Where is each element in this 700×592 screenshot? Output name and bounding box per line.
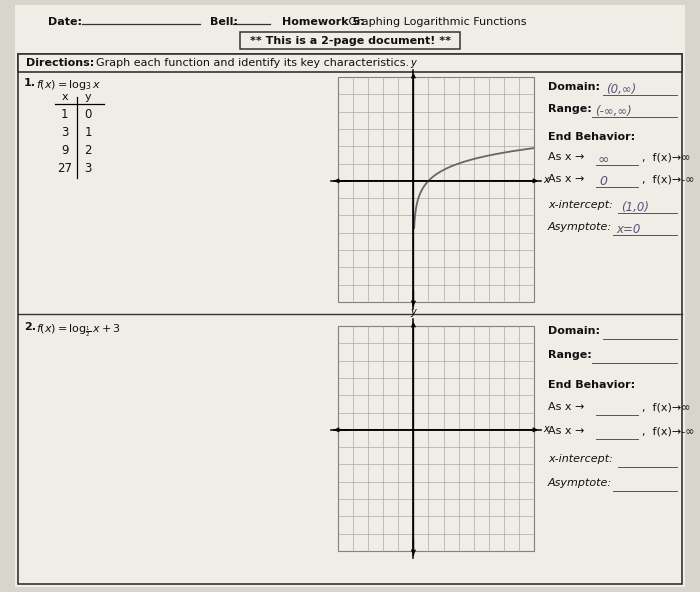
Text: y: y [85, 92, 91, 102]
FancyBboxPatch shape [18, 54, 682, 584]
Text: $f(x) = \log_3 x$: $f(x) = \log_3 x$ [36, 78, 102, 92]
Text: Asymptote:: Asymptote: [548, 222, 612, 232]
Text: 3: 3 [84, 162, 92, 175]
Text: 1: 1 [84, 127, 92, 140]
Text: ** This is a 2-page document! **: ** This is a 2-page document! ** [249, 36, 451, 46]
Text: Asymptote:: Asymptote: [548, 478, 612, 488]
Text: As x →: As x → [548, 174, 584, 184]
Text: 27: 27 [57, 162, 72, 175]
Text: As x →: As x → [548, 152, 584, 162]
Text: Homework 5:: Homework 5: [282, 17, 365, 27]
Text: Range:: Range: [548, 350, 592, 360]
Text: x: x [543, 175, 549, 185]
Text: x: x [543, 424, 549, 434]
Text: x-intercept:: x-intercept: [548, 454, 613, 464]
Text: 2.: 2. [24, 322, 36, 332]
Text: 0: 0 [599, 175, 607, 188]
Text: Domain:: Domain: [548, 82, 600, 92]
Text: y: y [410, 307, 416, 317]
Text: $f(x) = \log_{\frac{1}{2}} x + 3$: $f(x) = \log_{\frac{1}{2}} x + 3$ [36, 322, 121, 339]
Text: 1: 1 [61, 108, 69, 121]
Text: Directions:: Directions: [26, 58, 94, 68]
Text: 3: 3 [61, 127, 69, 140]
Text: 2: 2 [84, 144, 92, 157]
Text: Domain:: Domain: [548, 326, 600, 336]
FancyBboxPatch shape [18, 54, 682, 72]
FancyBboxPatch shape [240, 32, 460, 49]
Text: ,  f(x)→-∞: , f(x)→-∞ [642, 426, 694, 436]
Text: As x →: As x → [548, 402, 584, 412]
Text: Date:: Date: [48, 17, 82, 27]
Text: (0,∞): (0,∞) [606, 83, 636, 96]
Text: x: x [62, 92, 68, 102]
Text: ,  f(x)→-∞: , f(x)→-∞ [642, 174, 694, 184]
Text: (1,0): (1,0) [621, 201, 649, 214]
FancyBboxPatch shape [15, 5, 685, 587]
Text: Range:: Range: [548, 104, 592, 114]
Text: x-intercept:: x-intercept: [548, 200, 613, 210]
Text: ∞: ∞ [598, 153, 610, 167]
Text: 0: 0 [84, 108, 92, 121]
Text: ,  f(x)→∞: , f(x)→∞ [642, 402, 690, 412]
Text: End Behavior:: End Behavior: [548, 380, 635, 390]
Text: (-∞,∞): (-∞,∞) [595, 105, 631, 118]
Text: ,  f(x)→∞: , f(x)→∞ [642, 152, 690, 162]
Text: x=0: x=0 [616, 223, 640, 236]
Text: As x →: As x → [548, 426, 584, 436]
Text: Graph each function and identify its key characteristics.: Graph each function and identify its key… [89, 58, 409, 68]
Text: End Behavior:: End Behavior: [548, 132, 635, 142]
Text: Graphing Logarithmic Functions: Graphing Logarithmic Functions [345, 17, 526, 27]
Text: y: y [410, 58, 416, 68]
Text: 9: 9 [61, 144, 69, 157]
Text: 1.: 1. [24, 78, 36, 88]
Text: Bell:: Bell: [210, 17, 238, 27]
